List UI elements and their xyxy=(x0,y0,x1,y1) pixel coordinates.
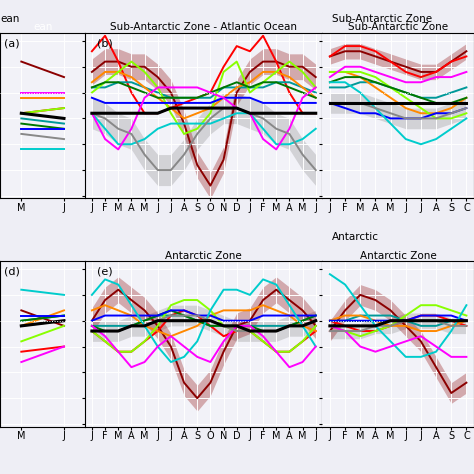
Text: (e): (e) xyxy=(97,266,113,276)
Text: (b): (b) xyxy=(97,38,113,48)
Title: Sub-Antarctic Zone - Atlantic Ocean: Sub-Antarctic Zone - Atlantic Ocean xyxy=(110,22,297,32)
Text: (d): (d) xyxy=(4,266,20,276)
Title: Antarctic Zone: Antarctic Zone xyxy=(360,251,437,261)
Text: ean: ean xyxy=(0,14,19,24)
Text: (a): (a) xyxy=(4,38,20,48)
Text: Sub-Antarctic Zone: Sub-Antarctic Zone xyxy=(332,14,432,24)
Text: Antarctic: Antarctic xyxy=(332,232,379,242)
Title: Sub-Antarctic Zone: Sub-Antarctic Zone xyxy=(348,22,448,32)
Title: ean: ean xyxy=(33,22,52,32)
Title: Antarctic Zone: Antarctic Zone xyxy=(165,251,242,261)
